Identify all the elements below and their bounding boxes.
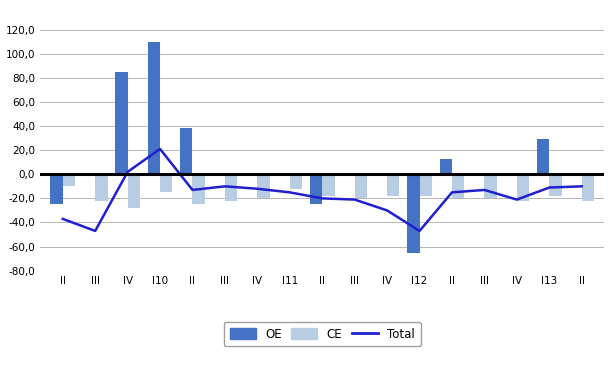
- Bar: [127, 174, 140, 208]
- Bar: [115, 72, 127, 174]
- Bar: [387, 174, 400, 196]
- Bar: [484, 174, 497, 198]
- Bar: [537, 139, 549, 174]
- Bar: [322, 174, 334, 196]
- Bar: [193, 174, 205, 204]
- Bar: [63, 174, 75, 186]
- Bar: [310, 174, 322, 204]
- Bar: [225, 174, 237, 201]
- Bar: [51, 174, 63, 204]
- Bar: [440, 159, 452, 174]
- Bar: [257, 174, 270, 198]
- Bar: [452, 174, 464, 198]
- Bar: [95, 174, 107, 201]
- Bar: [180, 128, 193, 174]
- Bar: [549, 174, 562, 196]
- Legend: OE, CE, Total: OE, CE, Total: [224, 322, 421, 347]
- Bar: [407, 174, 420, 252]
- Bar: [290, 174, 302, 189]
- Bar: [160, 174, 173, 192]
- Bar: [148, 42, 160, 174]
- Bar: [582, 174, 594, 201]
- Bar: [420, 174, 432, 196]
- Bar: [354, 174, 367, 198]
- Bar: [517, 174, 529, 201]
